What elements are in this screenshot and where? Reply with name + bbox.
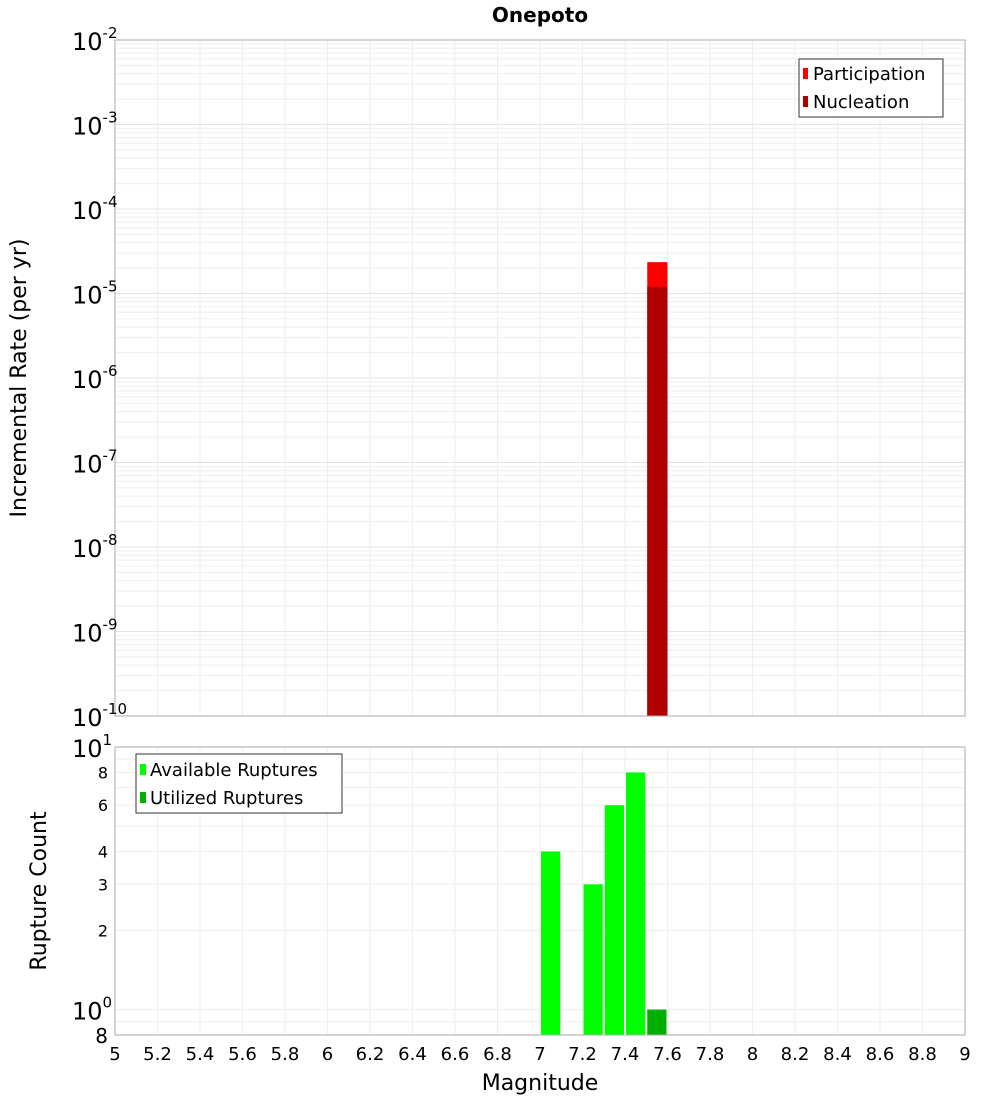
y-tick-label: 10-6 [72,362,118,394]
bar-available-ruptures [604,805,624,1035]
legend-swatch [140,792,146,803]
y-tick-label: 10-5 [72,278,118,310]
x-tick-label: 6.8 [483,1044,512,1065]
legend-swatch [140,764,146,775]
bar-available-ruptures [583,884,603,1035]
y-tick-label: 10-2 [72,24,118,56]
x-tick-label: 5 [109,1044,120,1065]
x-tick-label: 7.8 [696,1044,725,1065]
x-tick-label: 6 [322,1044,333,1065]
legend-label: Available Ruptures [150,760,318,781]
x-tick-label: 5.2 [143,1044,172,1065]
x-tick-label: 5.4 [186,1044,215,1065]
plot-border [114,746,966,1036]
legend-label: Nucleation [813,92,909,113]
bar-nucleation [647,286,668,716]
legend-box [135,753,343,814]
y-tick-label: 100 [72,994,112,1026]
x-tick-label: 5.6 [228,1044,257,1065]
chart-title: Onepoto [492,3,588,27]
y-tick-label: 4 [98,842,108,861]
y-tick-label: 10-10 [72,700,127,732]
legend-swatch [803,68,808,79]
x-tick-label: 6.4 [398,1044,427,1065]
x-tick-label: 9 [959,1044,970,1065]
x-tick-label: 8.6 [866,1044,895,1065]
x-tick-label: 7 [534,1044,545,1065]
legend-label: Participation [813,64,925,85]
y-tick-label: 10-8 [72,531,118,563]
x-tick-label: 7.6 [653,1044,682,1065]
bar-available-ruptures [626,772,646,1035]
plot-border [114,39,966,717]
x-tick-label: 8.8 [908,1044,937,1065]
y-tick-label: 10-3 [72,109,118,141]
x-tick-label: 7.2 [568,1044,597,1065]
legend-box [798,58,944,118]
y-tick-label: 6 [98,796,108,815]
y-axis-label: Rupture Count [27,811,52,971]
x-tick-label: 7.4 [611,1044,640,1065]
legend-swatch [803,96,808,107]
x-tick-label: 5.8 [271,1044,300,1065]
y-tick-label: 10-7 [72,447,118,479]
x-tick-label: 6.2 [356,1044,385,1065]
x-axis-label: Magnitude [482,1071,599,1096]
x-tick-label: 6.6 [441,1044,470,1065]
y-tick-label: 10-9 [72,616,118,648]
y-tick-label: 8 [95,1024,108,1048]
y-axis-label: Incremental Rate (per yr) [7,239,32,518]
bar-available-ruptures [541,851,561,1035]
y-tick-label: 10-4 [72,193,118,225]
x-tick-label: 8.2 [781,1044,810,1065]
y-tick-label: 8 [98,763,108,782]
bar-utilized-ruptures [647,1009,667,1035]
y-tick-label: 3 [98,875,108,894]
y-tick-label: 2 [98,922,108,941]
x-tick-label: 8 [747,1044,758,1065]
legend-label: Utilized Ruptures [150,788,303,809]
y-tick-label: 101 [72,731,112,763]
x-tick-label: 8.4 [823,1044,852,1065]
